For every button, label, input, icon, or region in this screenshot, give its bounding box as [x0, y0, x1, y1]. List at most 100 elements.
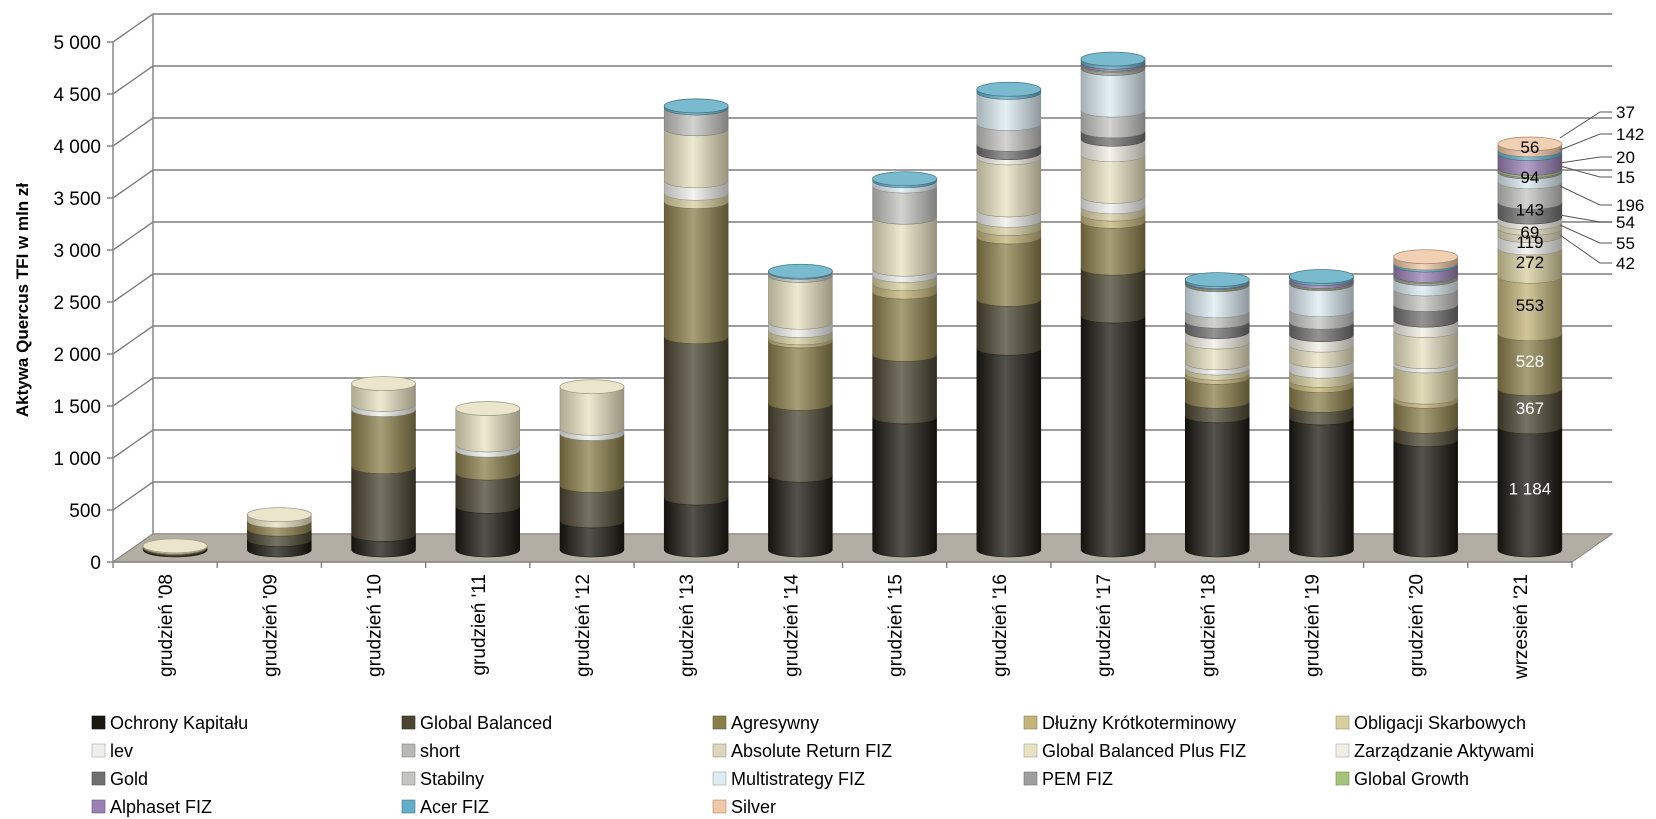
floor-plane: [111, 533, 1614, 563]
bar-stack: [246, 507, 312, 558]
bar-stack: [351, 376, 416, 558]
leader-line: [1559, 234, 1612, 264]
gridline-side: [112, 169, 154, 199]
bar-segment: [663, 128, 729, 189]
data-label: 367: [1516, 399, 1544, 418]
bars: [142, 51, 1563, 558]
x-tick-label: grudzień '13: [677, 574, 698, 677]
leader-line: [1559, 156, 1612, 164]
legend-label: PEM FIZ: [1042, 769, 1113, 789]
legend-swatch: [91, 771, 106, 786]
bar-top-cap: [1184, 272, 1250, 288]
bar-stack: [1497, 136, 1563, 558]
bar-segment: [976, 299, 1042, 356]
y-tick-label: 2 000: [53, 345, 101, 366]
y-axis-title: Aktywa Quercus TFI w mln zł: [13, 183, 32, 418]
bar-segment: [351, 466, 416, 542]
data-label: 1 184: [1509, 479, 1552, 498]
leader-line: [1559, 185, 1612, 206]
bar-segment: [872, 217, 937, 277]
legend-swatch: [1335, 743, 1350, 758]
bar-stack: [976, 81, 1042, 558]
y-tick-label: 1 500: [53, 397, 101, 418]
bar-stack: [1289, 269, 1354, 558]
bar-stack: [663, 98, 729, 558]
bar-segment: [559, 433, 625, 493]
bar-segment: [768, 340, 833, 411]
y-tick-label: 4 500: [53, 85, 101, 106]
bar-stack: [1393, 249, 1459, 558]
data-label: 56: [1520, 138, 1539, 157]
bar-segment: [455, 506, 520, 558]
x-tick-label: grudzień '15: [886, 574, 907, 677]
axes: 0 500 1 000 1 500 2 000 2 500 3 000 3 500 4 000 4…: [13, 33, 1573, 680]
leader-line: [1559, 111, 1612, 139]
legend-label: lev: [110, 741, 133, 761]
legend-label: Gold: [110, 769, 148, 789]
legend-label: Agresywny: [731, 713, 819, 733]
gridline-side: [112, 481, 154, 511]
data-label-outside: 42: [1616, 254, 1635, 273]
gridline-side: [112, 377, 154, 407]
legend-swatch: [1335, 771, 1350, 786]
bar-segment: [1393, 439, 1458, 558]
x-tick-label: grudzień '18: [1198, 574, 1219, 677]
x-tick-label: wrzesień '21: [1511, 574, 1532, 680]
legend-swatch: [91, 715, 106, 730]
data-label-outside: 37: [1616, 103, 1635, 122]
bar-segment: [1289, 417, 1354, 558]
legend-swatch: [401, 771, 416, 786]
data-label-outside: 55: [1616, 234, 1635, 253]
legend-swatch: [91, 743, 106, 758]
gridline-side: [112, 273, 154, 303]
bar-segment: [1080, 315, 1146, 558]
legend-label: Silver: [731, 797, 776, 817]
bar-segment: [872, 416, 937, 558]
gridline-side: [112, 221, 154, 251]
data-label-outside: 20: [1616, 148, 1635, 167]
data-label: 143: [1516, 201, 1544, 220]
y-tick-label: 3 000: [53, 241, 101, 262]
legend-label: short: [420, 741, 460, 761]
bar-segment: [872, 292, 937, 362]
bar-top-cap: [1497, 136, 1563, 152]
data-label: 69: [1520, 223, 1539, 242]
bar-segment: [1080, 154, 1146, 204]
legend-swatch: [91, 799, 106, 814]
data-label: 272: [1516, 253, 1544, 272]
legend-label: Global Balanced Plus FIZ: [1042, 741, 1246, 761]
y-tick-label: 500: [69, 501, 101, 522]
gridline-side: [112, 65, 154, 95]
legend-label: Obligacji Skarbowych: [1354, 713, 1526, 733]
bar-stack: [455, 401, 521, 558]
legend-swatch: [1023, 743, 1038, 758]
bar-segment: [768, 475, 833, 558]
legend-label: Multistrategy FIZ: [731, 769, 865, 789]
bar-segment: [768, 275, 833, 330]
bar-stack: [767, 263, 833, 558]
bar-top-cap: [455, 401, 521, 416]
data-label-outside: 15: [1616, 168, 1635, 187]
gridline-side: [112, 429, 154, 459]
leader-line: [1559, 165, 1612, 178]
floor: [111, 533, 1614, 563]
x-tick-label: grudzień '19: [1302, 574, 1323, 677]
bar-segment: [1080, 68, 1146, 118]
y-tick-label: 4 000: [53, 137, 101, 158]
x-tick-label: grudzień '17: [1094, 574, 1115, 677]
bar-stack: [559, 379, 625, 558]
y-tick-label: 5 000: [53, 33, 101, 54]
data-label-outside: 196: [1616, 196, 1644, 215]
bar-segment: [768, 403, 833, 483]
data-label-outside: 142: [1616, 125, 1644, 144]
bar-top-cap: [246, 507, 312, 523]
gridline-side: [112, 117, 154, 147]
leader-line: [1559, 224, 1612, 244]
bar-top-cap: [1289, 269, 1354, 284]
legend-label: Global Growth: [1354, 769, 1469, 789]
bar-segment: [663, 497, 729, 558]
legend-label: Acer FIZ: [420, 797, 489, 817]
data-label: 553: [1516, 296, 1544, 315]
x-tick-label: grudzień '20: [1407, 574, 1428, 677]
